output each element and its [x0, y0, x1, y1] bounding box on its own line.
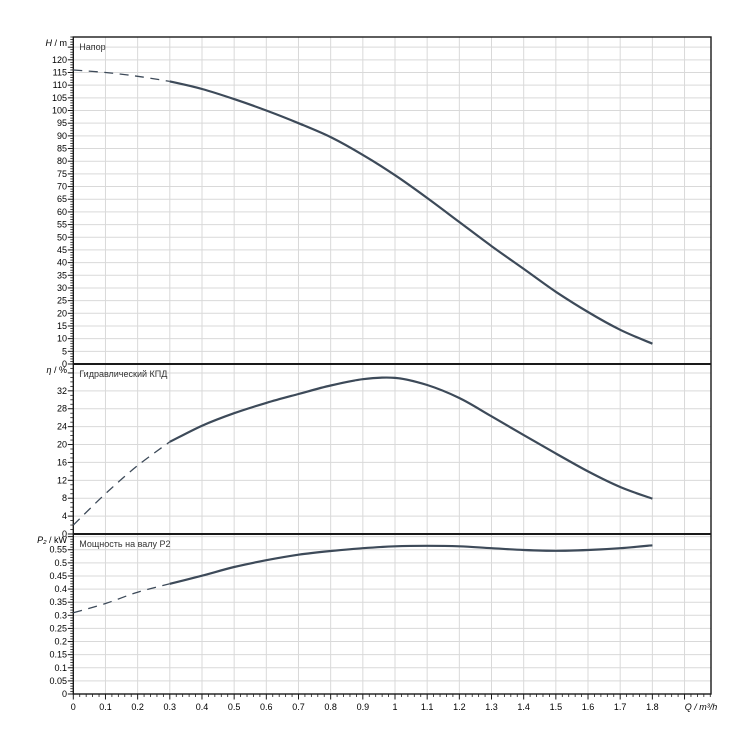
x-tick-label: 0.6: [260, 702, 273, 712]
y-axis-unit-var: H: [46, 38, 53, 48]
labels: 0510152025303540455055606570758085909510…: [37, 38, 717, 712]
x-tick-label: 1.5: [550, 702, 563, 712]
y-tick-label: 60: [57, 207, 67, 217]
x-axis-unit-label: Q / m³/h: [685, 702, 718, 712]
y-tick-label: 0.05: [49, 676, 67, 686]
y-tick-label: 4: [62, 511, 67, 521]
y-tick-label: 55: [57, 220, 67, 230]
y-tick-label: 25: [57, 296, 67, 306]
y-axis-unit-label: P₂ / kW: [37, 535, 67, 545]
curve-dashed-segment: [73, 583, 170, 614]
y-tick-label: 90: [57, 131, 67, 141]
y-tick-label: 0.1: [54, 663, 67, 673]
x-tick-label: 1.8: [646, 702, 659, 712]
y-tick-label: 0.4: [54, 584, 67, 594]
x-tick-label: 1: [392, 702, 397, 712]
y-tick-label: 0.45: [49, 571, 67, 581]
x-tick-label: 1.4: [517, 702, 530, 712]
chart-title: Мощность на валу P2: [79, 539, 170, 549]
curve-dashed-segment: [72, 441, 171, 526]
y-axis-unit-rest: / kW: [47, 535, 68, 545]
y-tick-label: 8: [62, 493, 67, 503]
y-tick-label: 0: [62, 689, 67, 699]
x-tick-label: 0.9: [357, 702, 370, 712]
y-tick-label: 45: [57, 245, 67, 255]
y-tick-label: 100: [52, 106, 67, 116]
y-tick-label: 120: [52, 55, 67, 65]
y-tick-label: 70: [57, 182, 67, 192]
curve-dashed-segment: [73, 69, 170, 83]
y-tick-label: 0.2: [54, 637, 67, 647]
y-tick-label: 16: [57, 457, 67, 467]
x-tick-label: 0.1: [99, 702, 112, 712]
y-tick-label: 115: [53, 67, 67, 77]
curve-solid-segment: [169, 376, 653, 500]
chart-title: Гидравлический КПД: [79, 369, 167, 379]
y-tick-label: 75: [57, 169, 67, 179]
gridlines: [73, 37, 711, 694]
axes: [67, 36, 712, 700]
y-tick-label: 0.55: [49, 545, 67, 555]
y-axis-unit-label: H / m: [46, 38, 68, 48]
y-tick-label: 12: [57, 475, 67, 485]
y-tick-label: 0.5: [54, 558, 67, 568]
y-tick-label: 80: [57, 156, 67, 166]
x-tick-label: 0: [71, 702, 76, 712]
y-axis-unit-rest: / m: [52, 38, 67, 48]
x-tick-label: 0.4: [196, 702, 209, 712]
y-axis-unit-rest: / %: [51, 365, 67, 375]
y-axis-unit-var: P₂: [37, 535, 47, 545]
y-tick-label: 0.3: [54, 610, 67, 620]
curves: [72, 69, 653, 614]
x-tick-label: 1.6: [582, 702, 595, 712]
y-tick-label: 0.15: [49, 650, 67, 660]
curve-solid-segment: [169, 80, 653, 345]
y-tick-label: 35: [57, 270, 67, 280]
y-tick-label: 30: [57, 283, 67, 293]
y-tick-label: 110: [53, 80, 67, 90]
y-tick-label: 50: [57, 232, 67, 242]
y-tick-label: 0: [62, 529, 67, 539]
x-tick-label: 1.3: [485, 702, 498, 712]
y-tick-label: 95: [57, 118, 67, 128]
y-axis-unit-var: η: [46, 365, 51, 375]
y-tick-label: 28: [57, 404, 67, 414]
y-tick-label: 0.35: [49, 597, 67, 607]
y-tick-label: 24: [57, 422, 67, 432]
y-tick-label: 10: [57, 334, 67, 344]
y-tick-label: 32: [57, 386, 67, 396]
x-tick-label: 0.3: [164, 702, 177, 712]
curve-solid-segment: [169, 544, 653, 585]
y-tick-label: 40: [57, 258, 67, 268]
y-tick-label: 20: [57, 440, 67, 450]
y-tick-label: 65: [57, 194, 67, 204]
chart-title: Напор: [79, 42, 105, 52]
y-tick-label: 0: [62, 359, 67, 369]
y-tick-label: 85: [57, 144, 67, 154]
y-axis-unit-label: η / %: [46, 365, 67, 375]
x-tick-label: 0.8: [324, 702, 337, 712]
x-tick-label: 1.1: [421, 702, 434, 712]
x-tick-label: 1.7: [614, 702, 627, 712]
x-tick-label: 0.7: [292, 702, 305, 712]
y-tick-label: 20: [57, 308, 67, 318]
y-tick-label: 15: [57, 321, 67, 331]
y-tick-label: 5: [62, 346, 67, 356]
x-tick-label: 1.2: [453, 702, 466, 712]
y-tick-label: 0.25: [49, 623, 67, 633]
plot-frame: [72, 36, 712, 695]
x-tick-label: 0.5: [228, 702, 241, 712]
y-tick-label: 105: [52, 93, 67, 103]
x-tick-label: 0.2: [131, 702, 144, 712]
